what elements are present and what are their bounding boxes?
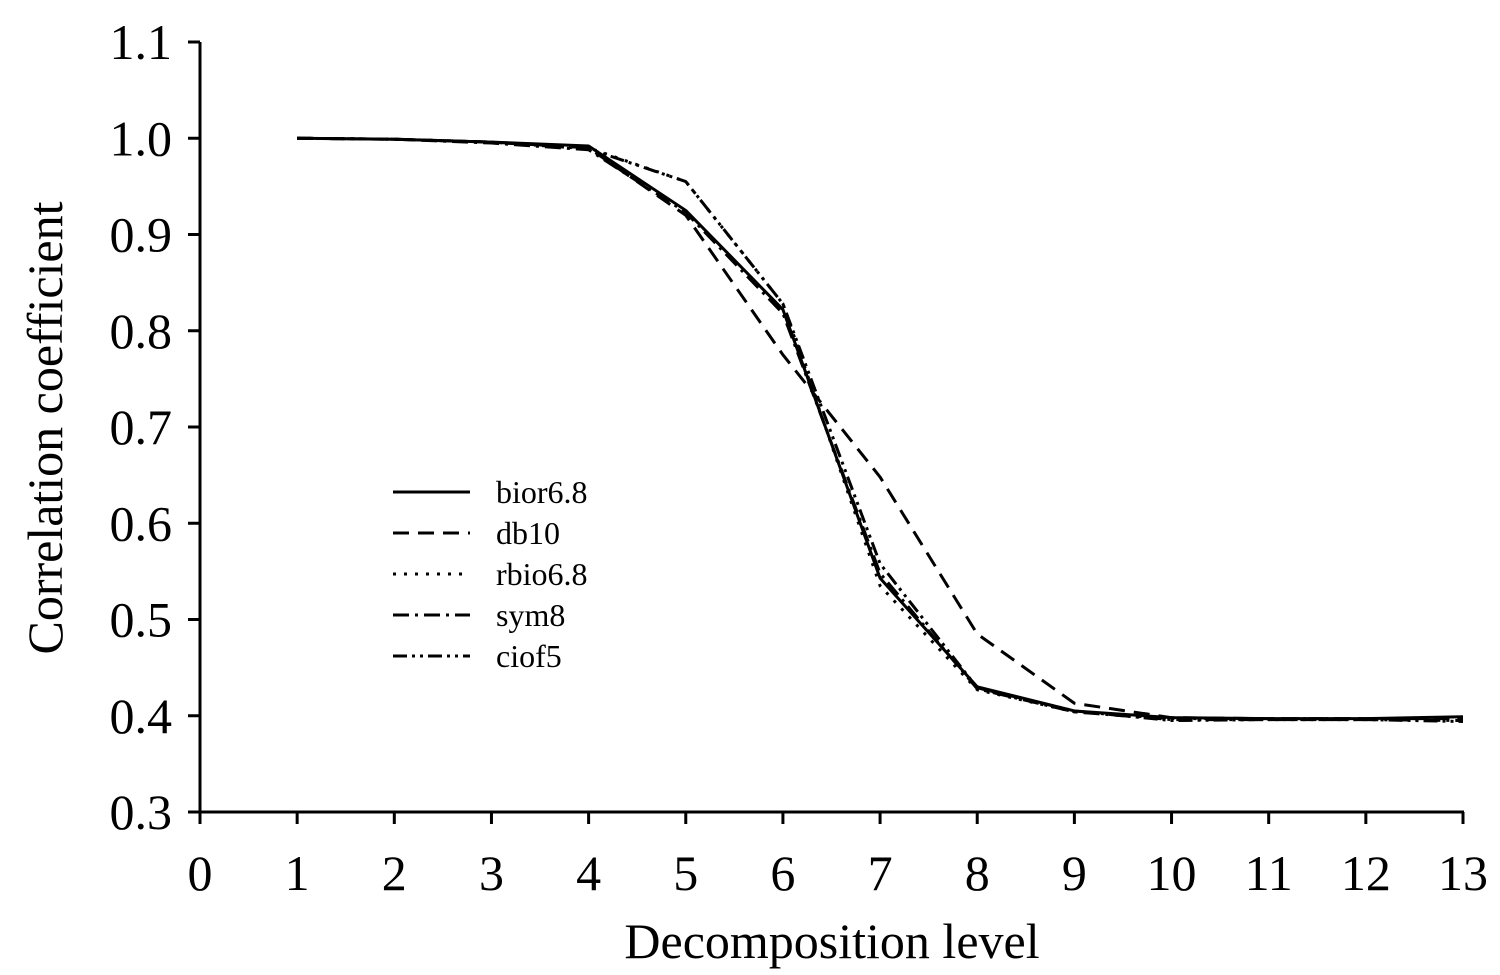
series-line-sym8 <box>297 136 1464 723</box>
y-tick-label: 0.7 <box>110 399 173 455</box>
y-tick-label: 1.1 <box>110 14 173 70</box>
x-tick-label: 4 <box>576 845 601 901</box>
axes: 0 1 2 3 4 5 6 7 8 9 10 11 12 130.30.40.50.60.70.80.91… <box>110 14 1489 901</box>
series-group <box>297 136 1464 724</box>
legend-label: db10 <box>496 515 560 551</box>
series-line-bior6-8 <box>297 136 1464 721</box>
y-tick-label: 0.4 <box>110 688 173 744</box>
series-line-rbio6-8 <box>297 136 1463 721</box>
x-tick-label: 8 <box>965 845 990 901</box>
y-tick-label: 0.6 <box>110 495 173 551</box>
legend-label: sym8 <box>496 597 565 633</box>
legend-label: bior6.8 <box>496 474 588 510</box>
x-tick-label: 2 <box>382 845 407 901</box>
x-tick-label: 5 <box>673 845 698 901</box>
y-tick-label: 0.8 <box>110 303 173 359</box>
x-tick-label: 11 <box>1245 845 1293 901</box>
x-tick-label: 6 <box>770 845 795 901</box>
x-tick-label: 1 <box>285 845 310 901</box>
legend-label: ciof5 <box>496 638 562 674</box>
x-tick-label: 9 <box>1062 845 1087 901</box>
y-axis-title: Correlation coefficient <box>17 201 73 654</box>
legend-label: rbio6.8 <box>496 556 588 592</box>
x-tick-label: 13 <box>1438 845 1488 901</box>
y-tick-label: 0.5 <box>110 592 173 648</box>
y-tick-label: 0.9 <box>110 207 173 263</box>
series-line-db10 <box>297 136 1463 721</box>
x-tick-label: 3 <box>479 845 504 901</box>
x-tick-label: 7 <box>868 845 893 901</box>
series-line-ciof5 <box>297 136 1464 724</box>
x-tick-label: 0 <box>188 845 213 901</box>
legend: bior6.8 db10 rbio6.8 sym8 ciof5 <box>393 474 588 674</box>
x-tick-label: 10 <box>1147 845 1197 901</box>
y-tick-label: 0.3 <box>110 784 173 840</box>
y-tick-label: 1.0 <box>110 110 173 166</box>
x-axis-title: Decomposition level <box>624 913 1039 969</box>
x-tick-label: 12 <box>1341 845 1391 901</box>
